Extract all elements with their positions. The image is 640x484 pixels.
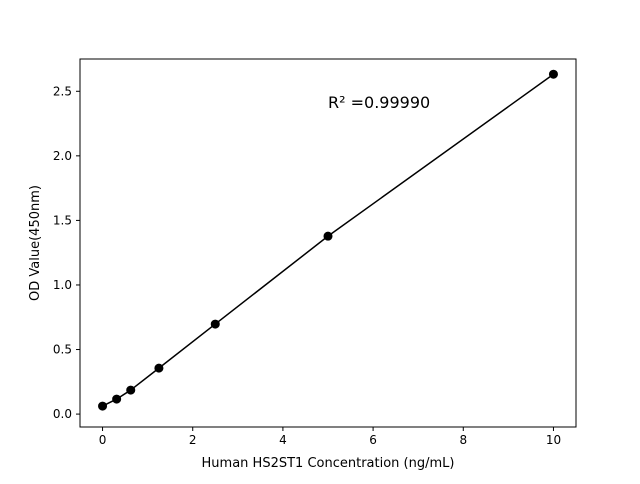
x-tick-label: 2: [189, 433, 197, 447]
x-axis-label: Human HS2ST1 Concentration (ng/mL): [202, 456, 455, 471]
x-tick-label: 4: [279, 433, 287, 447]
x-tick-label: 0: [99, 433, 107, 447]
data-point: [126, 385, 136, 395]
y-tick-label: 2.5: [53, 84, 72, 98]
y-tick-label: 1.0: [53, 278, 72, 292]
data-point: [548, 69, 558, 79]
data-point: [323, 231, 333, 241]
x-tick-label: 6: [369, 433, 377, 447]
x-tick-label: 10: [546, 433, 561, 447]
y-tick-label: 2.0: [53, 149, 72, 163]
data-point: [154, 363, 164, 373]
data-point: [112, 394, 122, 404]
y-tick-label: 0.5: [53, 343, 72, 357]
r-squared-annotation: R² =0.99990: [328, 93, 430, 112]
y-axis-label: OD Value(450nm): [28, 185, 43, 301]
y-tick-label: 1.5: [53, 213, 72, 227]
x-tick-label: 8: [459, 433, 467, 447]
data-point: [98, 401, 108, 411]
data-point: [210, 319, 220, 329]
y-tick-label: 0.0: [53, 407, 72, 421]
